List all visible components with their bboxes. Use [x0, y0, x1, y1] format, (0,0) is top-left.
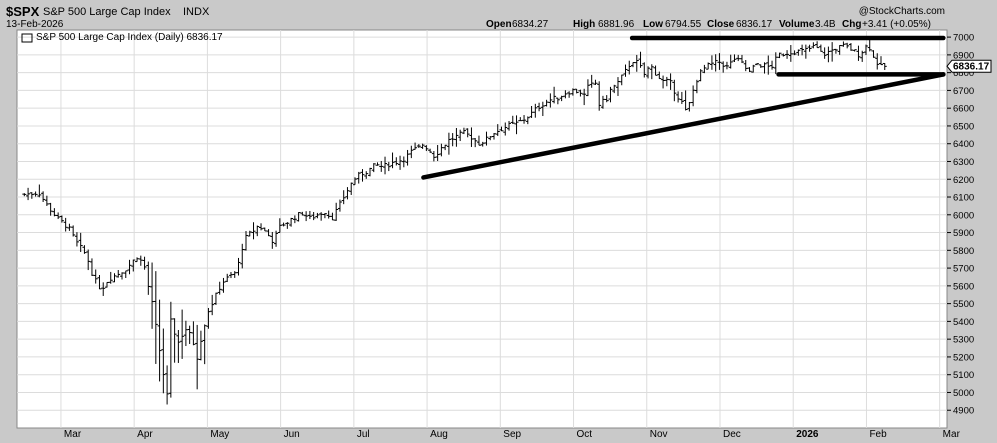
x-tick-label: May: [210, 429, 229, 440]
price-marker-value: 6836.17: [953, 62, 990, 73]
legend-swatch: [21, 33, 33, 43]
x-tick-label: Nov: [650, 429, 668, 440]
y-tick-label: 5000: [953, 388, 974, 399]
plot-panel: [16, 29, 948, 429]
y-tick-label: 4900: [953, 406, 974, 417]
legend-text: S&P 500 Large Cap Index (Daily) 6836.17: [36, 32, 223, 43]
y-tick-label: 5900: [953, 228, 974, 239]
chg-label: Chg: [842, 19, 861, 30]
close-label: Close: [707, 19, 735, 30]
y-tick-label: 6200: [953, 175, 974, 186]
trendlines: [421, 35, 946, 180]
price-marker-shape: [946, 59, 992, 73]
chart-date: 13-Feb-2026: [6, 19, 64, 30]
x-tick-label: Mar: [64, 429, 82, 440]
y-tick-label: 5700: [953, 264, 974, 275]
ohlc-bars: [22, 37, 887, 405]
x-tick-label: Jul: [357, 429, 370, 440]
y-tick-label: 6400: [953, 139, 974, 150]
open-value: 6834.27: [512, 19, 549, 30]
x-tick-label: Jun: [284, 429, 300, 440]
x-tick-label: Apr: [137, 429, 153, 440]
price-marker: 6836.17: [946, 59, 992, 73]
high-label: High: [573, 19, 595, 30]
exchange-label: INDX: [183, 6, 210, 18]
x-tick-label: Sep: [503, 429, 521, 440]
volume-label: Volume: [779, 19, 815, 30]
y-tick-label: 6300: [953, 157, 974, 168]
x-tick-label: 2026: [796, 429, 819, 440]
quote-summary: Open 6834.27 High 6881.96 Low 6794.55 Cl…: [486, 19, 931, 30]
close-value: 6836.17: [736, 19, 773, 30]
y-tick-label: 6600: [953, 104, 974, 115]
trendline: [421, 72, 946, 180]
low-label: Low: [643, 19, 663, 30]
high-value: 6881.96: [598, 19, 635, 30]
symbol-title: $SPX: [6, 4, 40, 19]
x-tick-label: Feb: [869, 429, 887, 440]
y-tick-label: 6700: [953, 86, 974, 97]
index-name: S&P 500 Large Cap Index: [43, 6, 171, 18]
y-tick-label: 7000: [953, 33, 974, 44]
y-tick-label: 6800: [953, 68, 974, 79]
low-value: 6794.55: [665, 19, 702, 30]
y-tick-label: 6500: [953, 121, 974, 132]
x-tick-label: Mar: [943, 429, 961, 440]
x-axis: Mar Apr May Jun Jul Aug Sep Oct Nov Dec 2026 Feb Mar: [64, 429, 961, 440]
y-tick-label: 5600: [953, 281, 974, 292]
chg-value: +3.41 (+0.05%): [862, 19, 931, 30]
y-tick-label: 5800: [953, 246, 974, 257]
y-tick-label: 6900: [953, 50, 974, 61]
volume-value: 3.4B: [815, 19, 836, 30]
y-tick-label: 6000: [953, 210, 974, 221]
x-tick-label: Oct: [577, 429, 593, 440]
y-tick-label: 5300: [953, 335, 974, 346]
x-tick-label: Dec: [723, 429, 741, 440]
open-label: Open: [486, 19, 512, 30]
y-tick-label: 6100: [953, 193, 974, 204]
x-tick-label: Aug: [430, 429, 448, 440]
watermark: @StockCharts.com: [859, 6, 945, 17]
y-tick-label: 5100: [953, 370, 974, 381]
y-tick-label: 5500: [953, 299, 974, 310]
y-axis: 4900 5000 5100 5200 5300 5400 5500 5600 5700 5800…: [947, 33, 974, 417]
y-tick-label: 5400: [953, 317, 974, 328]
y-tick-label: 5200: [953, 352, 974, 363]
